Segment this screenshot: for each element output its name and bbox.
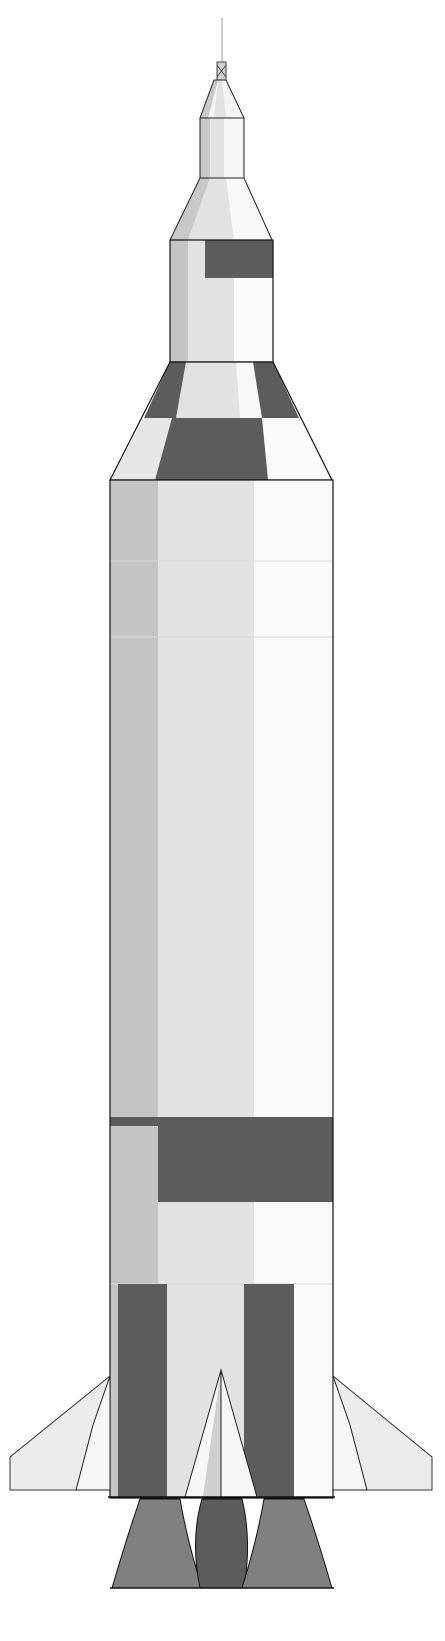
fin-left — [9, 1374, 111, 1491]
upper-stage-marking — [205, 240, 273, 278]
escape-tower — [216, 18, 227, 81]
first-stage-band — [158, 1117, 333, 1202]
first-stage — [109, 479, 334, 1499]
first-stage-stripe-right — [244, 1284, 294, 1498]
first-stage-band-thin — [110, 1117, 158, 1126]
nozzle-right — [241, 1498, 333, 1589]
fin-right — [332, 1374, 433, 1491]
first-stage-stripe-left — [118, 1284, 167, 1498]
command-module — [199, 79, 245, 119]
nozzle-left — [111, 1498, 203, 1589]
cm-cone-shade — [200, 80, 218, 118]
interstage-marking-right — [253, 362, 299, 418]
upper-stage — [169, 239, 274, 363]
interstage-lower — [109, 361, 333, 481]
service-module — [199, 117, 245, 179]
interstage-marking-center — [155, 418, 268, 480]
engine-nozzles — [110, 1498, 334, 1589]
interstage-marking-left — [144, 362, 186, 418]
nozzle-center — [195, 1498, 249, 1589]
adapter-cone — [169, 177, 273, 241]
interstage-upper — [144, 362, 299, 418]
